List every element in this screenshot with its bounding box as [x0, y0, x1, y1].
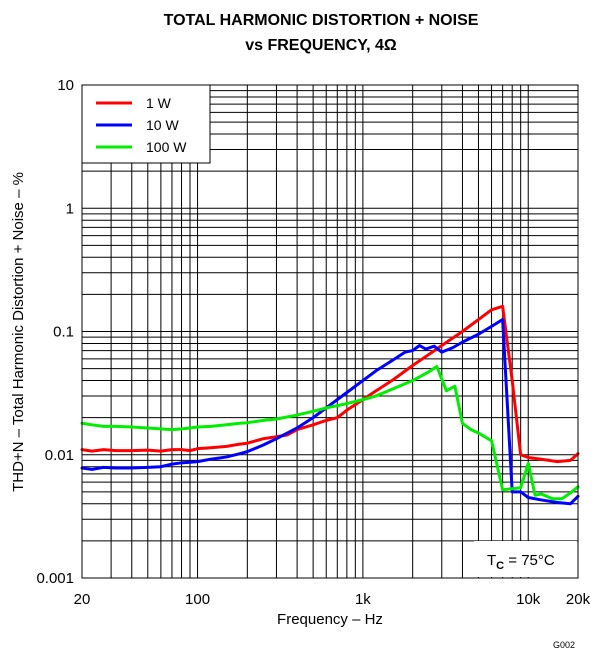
- y-tick-label: 10: [57, 77, 74, 94]
- x-tick-label: 20: [74, 591, 91, 608]
- temperature-annotation: TC = 75°C: [474, 541, 577, 577]
- y-tick-label: 0.01: [45, 447, 74, 464]
- annotation-box: [474, 541, 577, 577]
- legend-label: 100 W: [146, 139, 187, 155]
- plot-frame: [81, 84, 579, 579]
- x-axis-label: Frequency – Hz: [277, 611, 383, 628]
- x-tick-label: 20k: [566, 591, 591, 608]
- y-axis-label: THD+N – Total Harmonic Distortion + Nois…: [10, 172, 27, 492]
- series-layer: [80, 304, 580, 506]
- x-tick-label: 10k: [516, 591, 541, 608]
- annotation-text: TC = 75°C: [487, 552, 555, 572]
- annotation-sub: C: [496, 560, 504, 572]
- legend-label: 1 W: [146, 95, 172, 111]
- y-tick-label: 0.1: [53, 324, 74, 341]
- tick-labels: 20 100 1k 10k 20k 0.001 0.01 0.1 1 10: [36, 77, 590, 608]
- figure-code: G002: [553, 640, 575, 650]
- chart-subtitle: vs FREQUENCY, 4Ω: [245, 37, 397, 54]
- series-line: [80, 318, 580, 506]
- annotation-rest: = 75°C: [504, 552, 555, 569]
- series-line: [80, 304, 580, 464]
- annotation-main: T: [487, 552, 496, 569]
- legend: 1 W 10 W 100 W: [81, 84, 211, 164]
- legend-label: 10 W: [146, 117, 179, 133]
- series-line: [80, 365, 580, 501]
- x-tick-label: 100: [185, 591, 210, 608]
- y-tick-label: 0.001: [36, 570, 74, 587]
- chart-title: TOTAL HARMONIC DISTORTION + NOISE: [164, 12, 479, 29]
- x-tick-label: 1k: [355, 591, 371, 608]
- y-tick-label: 1: [66, 200, 74, 217]
